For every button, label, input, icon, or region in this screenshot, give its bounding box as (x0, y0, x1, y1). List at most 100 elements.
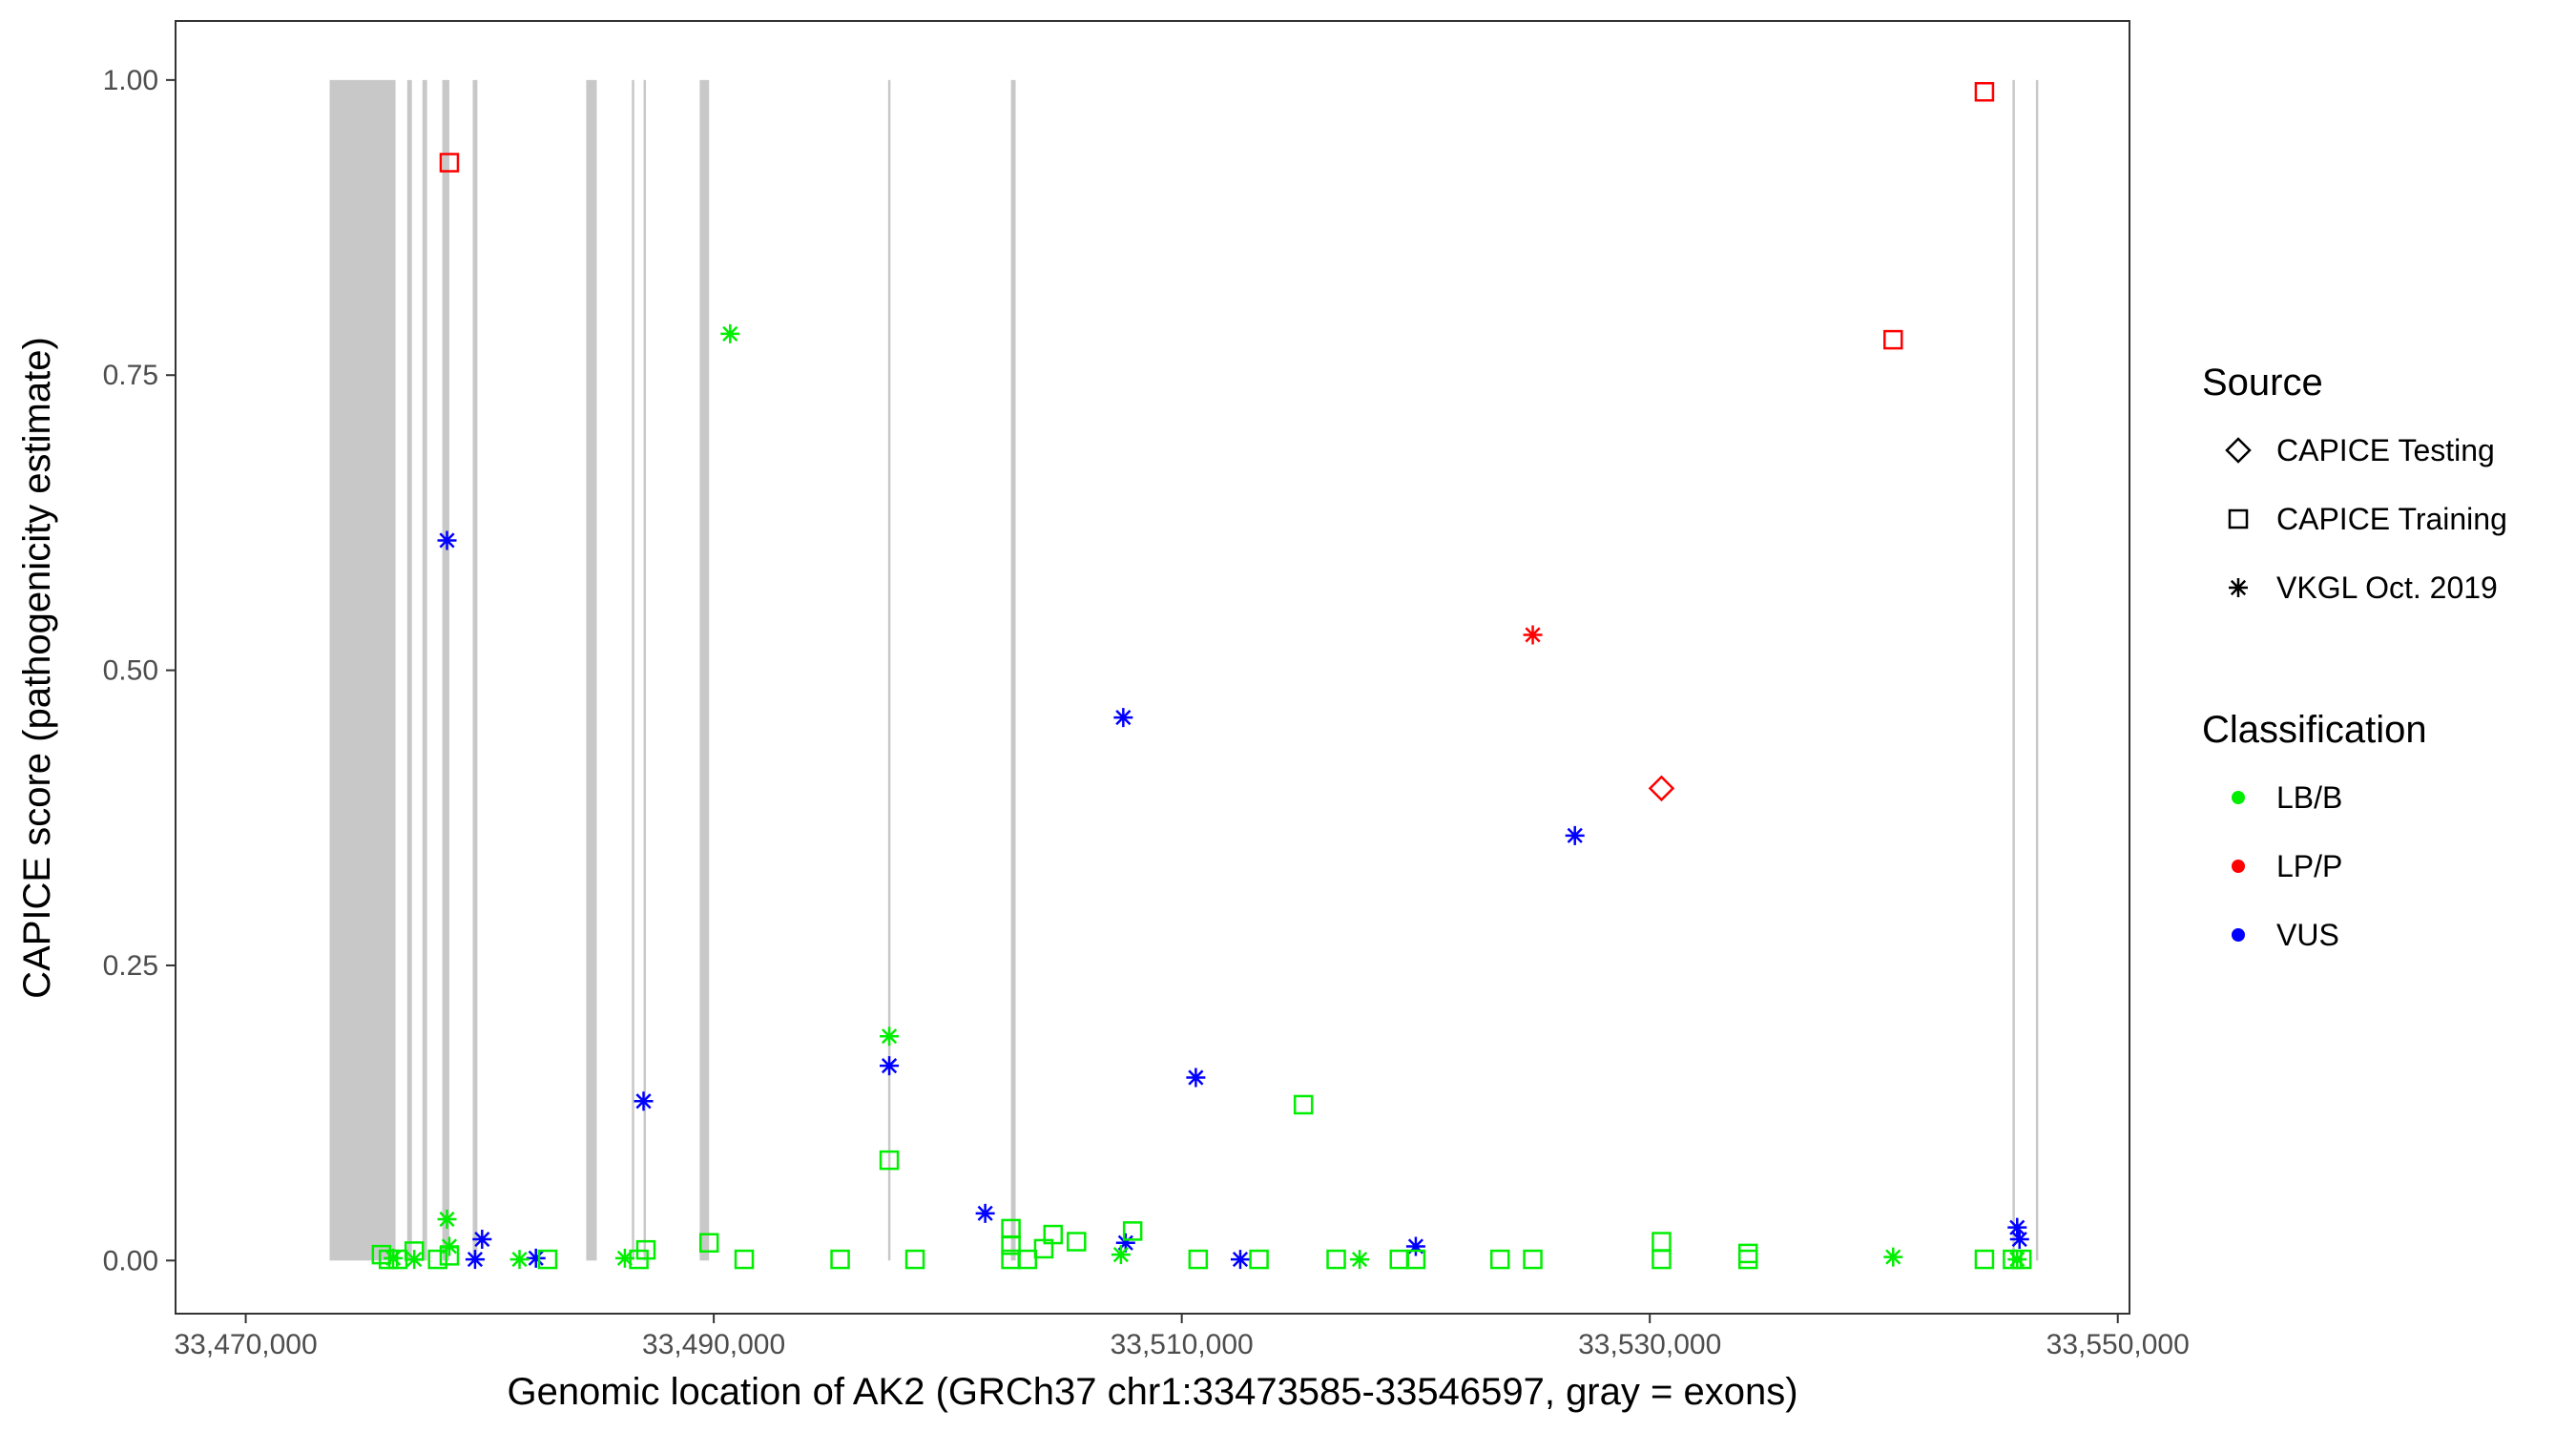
point-star-marker (975, 1203, 995, 1223)
point-star-marker (2007, 1217, 2027, 1237)
point-star-marker (1115, 1233, 1135, 1253)
point-star-marker (384, 1248, 404, 1268)
point-square-marker (1737, 1249, 1758, 1270)
point-star-marker (1883, 1247, 1903, 1267)
legend-classification-title: Classification (2202, 709, 2427, 751)
point-star-marker (526, 1248, 546, 1268)
point-square-marker (1883, 329, 1903, 350)
point-star-marker (1565, 825, 1585, 845)
exon-band (586, 79, 597, 1261)
exon-band (1010, 79, 1016, 1261)
data-points (371, 81, 2032, 1270)
x-tick-label: 33,550,000 (2046, 1329, 2190, 1360)
point-square-marker (629, 1249, 649, 1270)
x-axis: 33,470,000 33,490,000 33,510,000 33,530,000… (175, 1314, 2190, 1360)
plot-panel-border (175, 20, 2130, 1315)
point-square-marker (1122, 1221, 1143, 1241)
point-star-marker (1113, 708, 1133, 728)
point-star-marker (437, 1210, 457, 1229)
exon-band (442, 79, 449, 1261)
point-square-marker (439, 1246, 460, 1266)
exon-band (2012, 79, 2015, 1261)
point-square-marker (1405, 1249, 1426, 1270)
x-tick-label: 33,490,000 (642, 1329, 785, 1360)
legend-source-title: Source (2202, 362, 2323, 404)
point-square-marker (830, 1249, 850, 1270)
point-square-marker (1326, 1249, 1346, 1270)
point-square-marker (1188, 1249, 1209, 1270)
point-star-marker (472, 1230, 492, 1250)
exon-band (422, 79, 427, 1261)
exon-band (699, 79, 710, 1261)
point-square-marker (1249, 1249, 1269, 1270)
point-star-marker (1111, 1245, 1131, 1265)
point-star-marker (2007, 1250, 2027, 1270)
point-star-marker (1350, 1250, 1370, 1270)
point-square-marker (904, 1249, 925, 1270)
x-axis-title: Genomic location of AK2 (GRCh37 chr1:334… (507, 1371, 1797, 1413)
point-diamond-marker (2225, 437, 2252, 464)
point-square-marker (2011, 1249, 2032, 1270)
point-square-marker (2228, 508, 2249, 529)
exon-band (643, 79, 647, 1261)
legend-class-label: LP/P (2276, 849, 2342, 883)
exon-band (329, 79, 396, 1261)
legend-class-label: LB/B (2276, 780, 2342, 815)
point-star-marker (509, 1250, 530, 1270)
point-square-marker (698, 1233, 719, 1254)
point-square-marker (1652, 1249, 1672, 1270)
point-square-marker (1974, 81, 1995, 102)
legend-class-label: VUS (2276, 918, 2339, 952)
point-square-marker (537, 1249, 558, 1270)
y-axis: 0.00 0.25 0.50 0.75 1.00 (103, 65, 176, 1276)
x-tick-label: 33,530,000 (1578, 1329, 1721, 1360)
legend-class-swatch (2232, 928, 2245, 942)
point-square-marker (439, 153, 460, 173)
point-square-marker (1293, 1094, 1314, 1115)
point-square-marker (1067, 1232, 1087, 1252)
point-square-marker (879, 1150, 900, 1171)
y-tick-label: 0.25 (103, 950, 158, 982)
point-star-marker (880, 1027, 900, 1047)
point-star-marker (1186, 1068, 1206, 1088)
point-square-marker (1523, 1249, 1543, 1270)
exon-band (472, 79, 478, 1261)
point-square-marker (1974, 1249, 1995, 1270)
legend-source-label: CAPICE Testing (2276, 433, 2495, 467)
point-star-marker (720, 323, 740, 343)
point-star-marker (1523, 625, 1543, 645)
x-tick-label: 33,510,000 (1111, 1329, 1254, 1360)
point-square-marker (387, 1249, 408, 1270)
point-star-marker (1230, 1250, 1250, 1270)
point-star-marker (2229, 578, 2248, 597)
point-star-marker (634, 1091, 654, 1111)
y-axis-title: CAPICE score (pathogenicity estimate) (16, 337, 58, 999)
point-square-marker (1033, 1238, 1054, 1259)
point-square-marker (1001, 1234, 1021, 1255)
y-tick-label: 0.50 (103, 655, 158, 687)
point-square-marker (1017, 1249, 1038, 1270)
legend-source-label: VKGL Oct. 2019 (2276, 570, 2498, 605)
point-diamond-marker (1648, 775, 1675, 802)
y-tick-label: 0.75 (103, 360, 158, 391)
point-star-marker (2009, 1230, 2029, 1250)
legend: Source Classification CAPICE Testing CAPI… (2202, 362, 2507, 952)
exon-band (2035, 79, 2039, 1261)
legend-class-swatch (2232, 860, 2245, 873)
exon-band (406, 79, 412, 1261)
exon-band (887, 79, 891, 1261)
exon-bands (329, 79, 2039, 1261)
point-square-marker (734, 1249, 755, 1270)
point-star-marker (437, 530, 457, 550)
y-tick-label: 1.00 (103, 65, 158, 96)
legend-source-label: CAPICE Training (2276, 502, 2507, 536)
point-star-marker (465, 1250, 485, 1270)
x-tick-label: 33,470,000 (175, 1329, 318, 1360)
y-tick-label: 0.00 (103, 1245, 158, 1276)
point-square-marker (427, 1249, 447, 1270)
legend-class-swatch (2232, 791, 2245, 804)
point-square-marker (1489, 1249, 1510, 1270)
point-star-marker (880, 1056, 900, 1076)
